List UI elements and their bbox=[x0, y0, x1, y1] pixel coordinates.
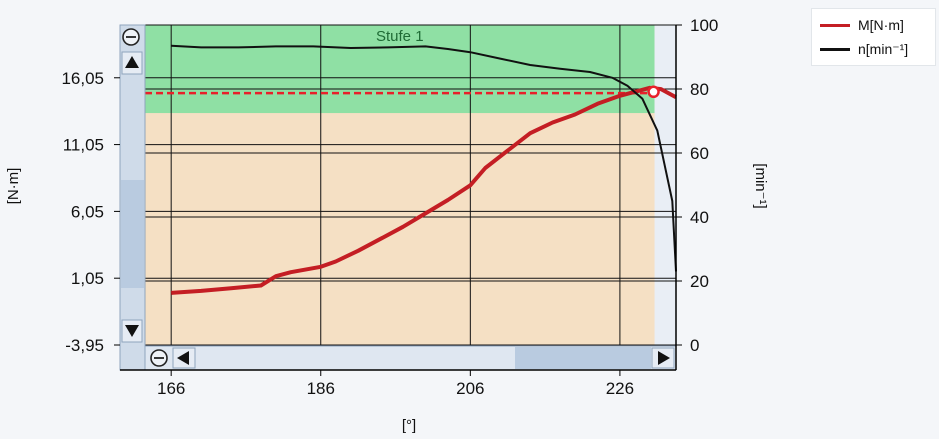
left-scrollbar[interactable] bbox=[119, 24, 146, 371]
y-left-tick-label: 16,05 bbox=[61, 69, 104, 88]
y-right-tick-label: 100 bbox=[690, 16, 718, 35]
grid-layer bbox=[145, 24, 676, 346]
left-scroll-thumb[interactable] bbox=[121, 180, 144, 288]
x-tick-label: 186 bbox=[307, 379, 335, 398]
arrow-left-icon bbox=[177, 351, 189, 365]
series-line-torque bbox=[171, 85, 677, 295]
legend-swatch-torque bbox=[820, 24, 850, 27]
y-left-tick-label: -3,95 bbox=[65, 336, 104, 355]
legend-swatch-speed bbox=[820, 48, 850, 51]
y-right-axis-title: [min⁻¹] bbox=[752, 163, 769, 208]
legend-item-torque[interactable]: M[N·m] bbox=[820, 15, 932, 35]
y-right-tick-label: 60 bbox=[690, 144, 709, 163]
y-left-tick-label: 11,05 bbox=[63, 136, 104, 155]
arrow-down-icon bbox=[125, 325, 139, 337]
x-axis-title: [°] bbox=[402, 417, 416, 434]
legend-label-torque: M[N·m] bbox=[858, 17, 904, 33]
arrow-right-icon bbox=[658, 351, 670, 365]
peak-marker[interactable] bbox=[647, 85, 660, 99]
y-right-tick-label: 20 bbox=[690, 272, 709, 291]
unused-area bbox=[654, 25, 676, 345]
series-layer bbox=[145, 44, 677, 295]
y-right-tick-label: 0 bbox=[690, 336, 699, 355]
arrow-up-icon bbox=[125, 56, 139, 68]
zone-label: Stufe 1 bbox=[376, 28, 424, 45]
scroll-left-button[interactable] bbox=[172, 347, 196, 369]
y-left-tick-label: 1,05 bbox=[71, 269, 104, 288]
series-line-speed bbox=[171, 44, 677, 272]
y-right-tick-label: 40 bbox=[690, 208, 709, 227]
scroll-up-button[interactable] bbox=[121, 51, 143, 75]
y-left-axis-title: [N·m] bbox=[5, 168, 22, 205]
scroll-right-button[interactable] bbox=[651, 347, 675, 369]
x-tick-label: 206 bbox=[456, 379, 484, 398]
y-left-tick-label: 6,05 bbox=[71, 202, 104, 221]
scroll-down-button[interactable] bbox=[121, 319, 143, 343]
zoom-out-horizontal-icon[interactable] bbox=[150, 349, 168, 367]
legend-item-speed[interactable]: n[min⁻¹] bbox=[820, 39, 932, 59]
zoom-out-vertical-icon[interactable] bbox=[122, 28, 140, 46]
bottom-scrollbar[interactable] bbox=[144, 345, 677, 371]
x-tick-label: 226 bbox=[606, 379, 634, 398]
bottom-scroll-thumb[interactable] bbox=[515, 347, 651, 369]
ticks-layer: 166 186 206 226 16,05 11,05 6,05 1,05 -3,95 100 80… bbox=[61, 16, 718, 398]
x-tick-label: 166 bbox=[157, 379, 185, 398]
y-right-tick-label: 80 bbox=[690, 80, 709, 99]
legend-label-speed: n[min⁻¹] bbox=[858, 41, 909, 57]
legend: M[N·m] n[min⁻¹] bbox=[811, 8, 936, 66]
